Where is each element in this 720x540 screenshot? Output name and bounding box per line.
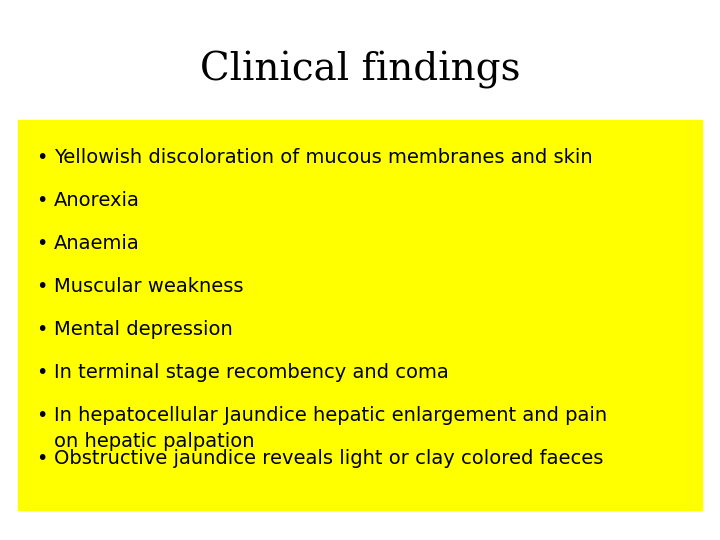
Text: •: •: [36, 234, 48, 253]
Text: on hepatic palpation: on hepatic palpation: [54, 432, 254, 451]
FancyBboxPatch shape: [18, 120, 702, 510]
Text: Clinical findings: Clinical findings: [199, 51, 521, 89]
Text: In hepatocellular Jaundice hepatic enlargement and pain: In hepatocellular Jaundice hepatic enlar…: [54, 406, 607, 425]
Text: Obstructive jaundice reveals light or clay colored faeces: Obstructive jaundice reveals light or cl…: [54, 449, 603, 468]
Text: Mental depression: Mental depression: [54, 320, 233, 339]
Text: •: •: [36, 449, 48, 468]
Text: •: •: [36, 406, 48, 425]
Text: Anorexia: Anorexia: [54, 191, 140, 210]
Text: •: •: [36, 320, 48, 339]
Text: Yellowish discoloration of mucous membranes and skin: Yellowish discoloration of mucous membra…: [54, 148, 593, 167]
Text: Anaemia: Anaemia: [54, 234, 140, 253]
Text: •: •: [36, 277, 48, 296]
Text: •: •: [36, 191, 48, 210]
Text: Muscular weakness: Muscular weakness: [54, 277, 243, 296]
Text: •: •: [36, 148, 48, 167]
Text: •: •: [36, 363, 48, 382]
Text: In terminal stage recombency and coma: In terminal stage recombency and coma: [54, 363, 449, 382]
